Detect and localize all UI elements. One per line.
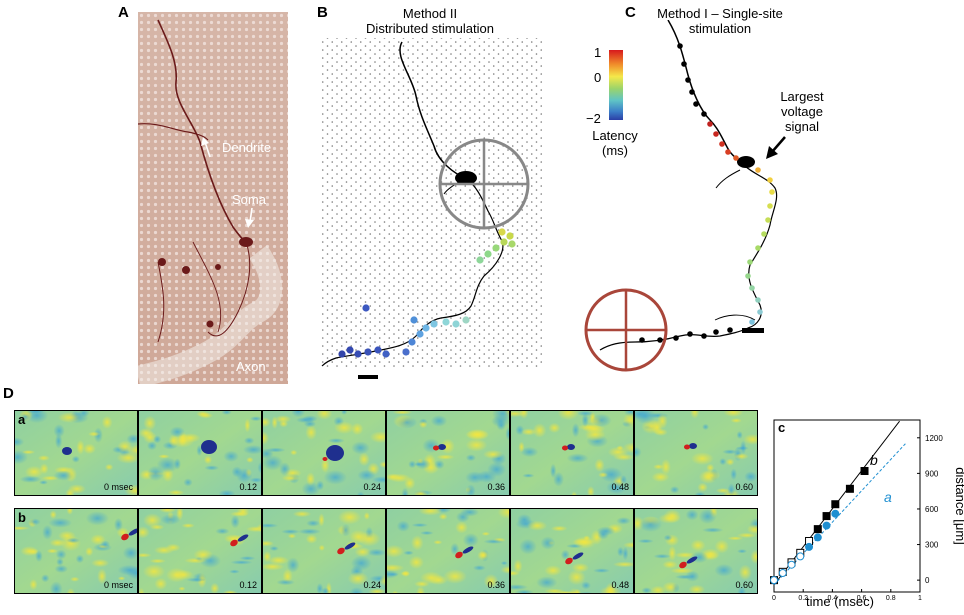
panel-d-row-a: a 0 msec 0.12 0.24 0.36 0.48 0.60 <box>14 410 760 496</box>
panel-d-c-plot: 0 0.2 0.4 0.6 0.8 1 0 300 600 900 1200 b a c time … <box>770 410 964 610</box>
data-point-b <box>831 500 840 509</box>
frame-a-0: 0 msec <box>14 410 138 496</box>
frame-time-label: 0.24 <box>363 482 381 492</box>
frame-time-label: 0.12 <box>239 482 257 492</box>
colorbar-label-line2: (ms) <box>602 143 628 158</box>
series-b-label: b <box>870 452 878 468</box>
data-point-a <box>822 521 831 530</box>
latency-colorbar <box>609 50 623 120</box>
frame-time-label: 0.60 <box>735 482 753 492</box>
row-a-label: a <box>18 412 26 427</box>
frame-time-label: 0.48 <box>611 580 629 590</box>
panel-c-letter: C <box>625 4 636 21</box>
frame-time-label: 0.12 <box>239 580 257 590</box>
data-point-a <box>778 569 787 578</box>
colorbar-tick-mid: 0 <box>594 70 602 85</box>
frame-a-5: 0.60 <box>634 410 758 496</box>
frame-b-1: 0.12 <box>138 508 262 594</box>
y-tick-label: 600 <box>925 505 939 514</box>
frame-b-3: 0.36 <box>386 508 510 594</box>
panel-b-letter: B <box>317 4 328 21</box>
panel-b-title: Method II Distributed stimulation <box>340 6 520 36</box>
row-b-label: b <box>18 510 26 525</box>
x-tick-label: 0.6 <box>857 595 867 602</box>
panel-b-title-line1: Method II <box>402 6 458 21</box>
annotation-line2: voltage <box>781 104 823 119</box>
x-axis-label: time (msec) <box>806 594 874 609</box>
frame-time-label: 0.48 <box>611 482 629 492</box>
frame-b-5: 0.60 <box>634 508 758 594</box>
frame-a-3: 0.36 <box>386 410 510 496</box>
x-tick-label: 0.4 <box>828 595 838 602</box>
soma-label: Soma <box>232 192 266 207</box>
x-tick-label: 1 <box>918 595 922 602</box>
largest-signal-annotation: Largest voltage signal <box>762 89 842 134</box>
panel-a-micrograph: Dendrite Soma Axon <box>135 12 288 388</box>
data-point-a <box>813 533 822 542</box>
frame-a-4: 0.48 <box>510 410 634 496</box>
series-a-label: a <box>884 489 892 505</box>
data-point-b <box>845 484 854 493</box>
y-tick-label: 900 <box>925 469 939 478</box>
panel-b-latency-dots <box>338 228 516 358</box>
colorbar-label-line1: Latency <box>592 128 638 143</box>
panel-c-title-line2: stimulation <box>688 21 752 36</box>
colorbar-tick-top: 1 <box>594 45 602 60</box>
data-point-a <box>831 509 840 518</box>
frame-time-label: 0 msec <box>103 482 133 492</box>
y-axis-label: distance [μm] <box>953 467 964 545</box>
frame-time-label: 0.36 <box>487 482 505 492</box>
data-point-b <box>813 525 822 534</box>
annotation-line1: Largest <box>780 89 824 104</box>
annotation-line3: signal <box>785 119 819 134</box>
panel-b-title-line2: Distributed stimulation <box>366 21 494 36</box>
x-tick-label: 0.2 <box>798 595 808 602</box>
frame-a-2: 0.24 <box>262 410 386 496</box>
panel-c-latency-dots <box>639 43 775 343</box>
data-point-b <box>822 512 831 521</box>
frame-b-0: 0 msec <box>14 508 138 594</box>
panel-c-title-line1: Method I – Single-site <box>657 6 783 21</box>
data-point-a <box>805 542 814 551</box>
frame-a-1: 0.12 <box>138 410 262 496</box>
panel-c-title: Method I – Single-site stimulation <box>640 6 800 36</box>
colorbar-label: Latency (ms) <box>580 128 650 158</box>
panel-a-letter: A <box>118 4 129 21</box>
y-tick-label: 300 <box>925 541 939 550</box>
frame-b-2: 0.24 <box>262 508 386 594</box>
data-point-a <box>787 560 796 569</box>
panel-c-neuron-map <box>580 19 810 385</box>
frame-time-label: 0.24 <box>363 580 381 590</box>
dendrite-label: Dendrite <box>222 140 272 155</box>
velocity-scatter-chart: 0 0.2 0.4 0.6 0.8 1 0 300 600 900 1200 b a c time … <box>770 419 964 609</box>
y-tick-label: 1200 <box>925 434 943 443</box>
colorbar-tick-bottom: −2 <box>586 111 601 126</box>
panel-d-letter: D <box>3 385 14 402</box>
data-point-a <box>796 552 805 561</box>
data-point-b <box>860 467 869 476</box>
axon-label: Axon <box>236 359 266 374</box>
frame-time-label: 0.36 <box>487 580 505 590</box>
x-tick-label: 0.8 <box>886 595 896 602</box>
panel-b-electrode-array <box>316 36 552 382</box>
frame-time-label: 0 msec <box>103 580 133 590</box>
frame-time-label: 0.60 <box>735 580 753 590</box>
plot-c-label: c <box>778 420 785 435</box>
data-point-a <box>770 576 778 585</box>
panel-d-row-b: b 0 msec 0.12 0.24 0.36 0.48 0.60 <box>14 508 760 594</box>
x-tick-label: 0 <box>772 595 776 602</box>
y-tick-label: 0 <box>925 576 930 585</box>
fit-line-a <box>773 443 906 586</box>
frame-b-4: 0.48 <box>510 508 634 594</box>
